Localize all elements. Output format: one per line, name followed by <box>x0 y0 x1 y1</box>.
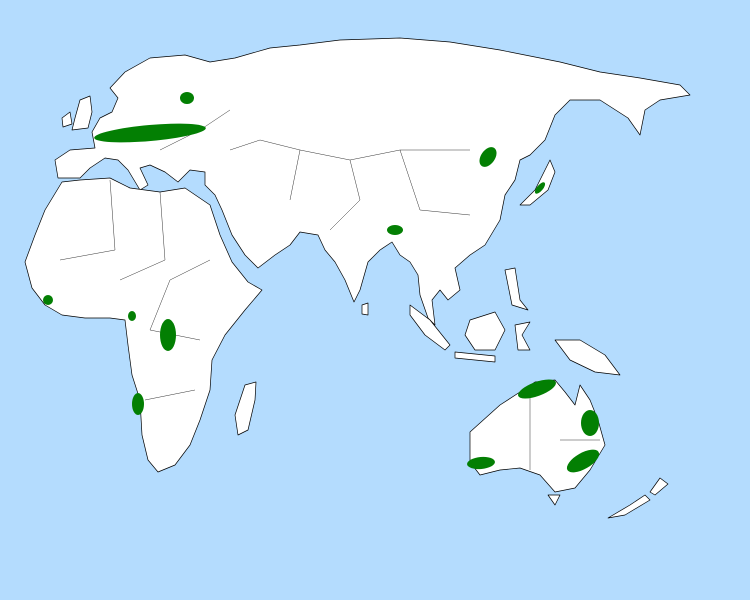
madagascar <box>234 381 257 436</box>
range-west-africa <box>43 295 53 305</box>
landmasses <box>24 37 691 519</box>
borneo <box>464 311 506 351</box>
range-manchuria <box>479 147 497 167</box>
sulawesi <box>514 321 531 351</box>
range-japan <box>534 182 546 194</box>
species-range-areas <box>43 92 600 473</box>
java <box>454 351 496 363</box>
new-zealand <box>607 477 669 519</box>
sumatra <box>409 304 451 351</box>
range-central-europe <box>94 123 206 143</box>
new-guinea <box>554 339 621 376</box>
range-southwest-australia <box>467 456 495 470</box>
range-bangladesh <box>387 225 403 235</box>
range-southeast-australia <box>566 449 600 473</box>
range-namibia <box>132 393 144 415</box>
great-britain <box>71 95 93 131</box>
eurasia <box>54 37 691 326</box>
range-northern-australia <box>518 379 556 399</box>
sri-lanka <box>361 302 369 316</box>
range-queensland <box>581 410 599 436</box>
range-gabon <box>128 311 136 321</box>
africa <box>24 177 263 473</box>
japan <box>519 159 556 206</box>
ireland <box>61 111 73 128</box>
range-western-russia <box>180 92 194 104</box>
philippines <box>504 267 529 311</box>
range-congo <box>160 319 176 351</box>
tasmania <box>547 494 561 506</box>
